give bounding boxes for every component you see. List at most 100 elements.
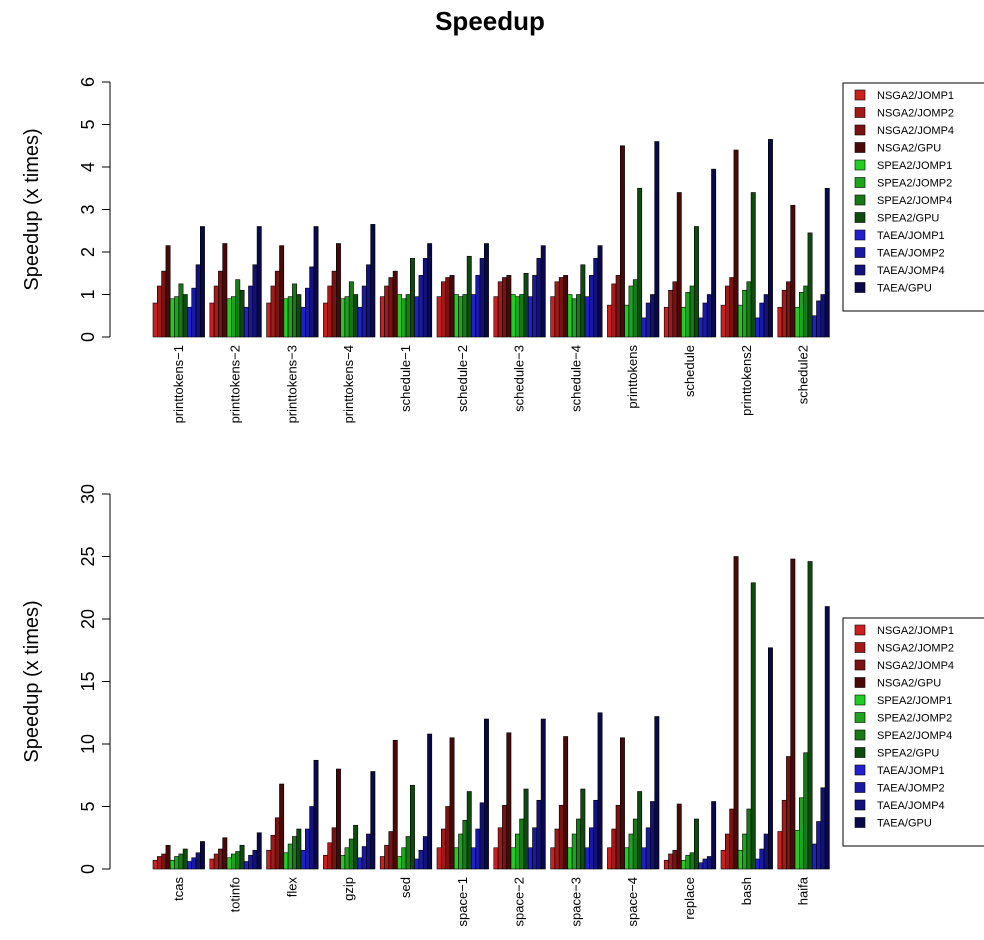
bar <box>304 828 310 870</box>
bar <box>248 854 254 870</box>
bar <box>165 245 171 338</box>
x-category-label: space−3 <box>568 877 583 927</box>
bar <box>414 858 420 870</box>
legend-swatch <box>854 659 866 671</box>
bar <box>824 606 830 870</box>
bar <box>379 296 385 338</box>
bar <box>584 847 590 870</box>
x-category-label: printtokens−2 <box>228 345 243 423</box>
bar <box>218 848 223 870</box>
legend-entry: SPEA2/GPU <box>877 213 939 225</box>
legend-box <box>842 617 984 847</box>
legend-entry: TAEA/JOMP4 <box>877 265 945 277</box>
bar <box>607 847 613 870</box>
bar <box>763 294 769 338</box>
bar <box>794 306 800 338</box>
bar <box>576 818 582 870</box>
bar <box>440 828 446 870</box>
bar <box>698 317 704 338</box>
bar <box>706 856 712 870</box>
bar <box>353 294 359 338</box>
bar <box>313 759 319 870</box>
legend-entry: TAEA/JOMP1 <box>877 765 945 777</box>
bar <box>348 838 354 870</box>
bar <box>781 289 787 338</box>
y-axis-label: Speedup (x times) <box>21 600 43 762</box>
bar <box>532 827 538 870</box>
bar <box>182 294 188 338</box>
bar <box>681 859 687 870</box>
bar <box>178 283 184 338</box>
bar <box>252 264 258 338</box>
legend-swatch <box>854 107 866 118</box>
bar <box>536 258 542 338</box>
bar <box>231 296 236 338</box>
bar <box>597 245 603 338</box>
legend: NSGA2/JOMP1 NSGA2/JOMP2 NSGA2/JOMP4 NSGA2/G… <box>842 617 984 847</box>
bar <box>720 849 726 870</box>
bar <box>615 804 621 870</box>
bar <box>405 836 411 870</box>
bar <box>563 275 569 338</box>
bar <box>540 245 546 338</box>
legend-entry: NSGA2/JOMP1 <box>877 90 954 102</box>
bar <box>624 847 630 870</box>
legend-entry: TAEA/JOMP2 <box>877 248 945 260</box>
bar <box>571 833 577 870</box>
bar <box>729 277 735 338</box>
bar <box>786 281 792 338</box>
legend-swatch <box>854 624 866 636</box>
bar <box>702 858 708 870</box>
legend-entry: NSGA2/JOMP4 <box>877 125 954 137</box>
bar <box>527 296 533 338</box>
bar <box>628 833 634 870</box>
bar <box>685 854 691 870</box>
bar <box>519 294 525 338</box>
bar <box>720 304 726 338</box>
y-tick-label: 6 <box>78 77 98 87</box>
legend: NSGA2/JOMP1 NSGA2/JOMP2 NSGA2/JOMP4 NSGA2/G… <box>842 82 984 312</box>
bar <box>370 771 376 870</box>
bar <box>340 298 346 338</box>
bar <box>309 806 315 870</box>
bar <box>161 270 167 338</box>
bar <box>248 285 254 338</box>
bar <box>672 849 678 870</box>
bar <box>624 304 630 338</box>
x-category-label: space−4 <box>625 877 640 927</box>
bar <box>409 784 415 870</box>
bar <box>361 846 367 870</box>
bar <box>243 861 249 870</box>
y-tick-label: 0 <box>78 864 98 874</box>
legend-entry: TAEA/JOMP2 <box>877 783 945 795</box>
y-tick-label: 25 <box>78 546 98 566</box>
bar <box>820 294 826 338</box>
bar <box>388 831 394 870</box>
x-category-label: schedule−3 <box>512 345 527 412</box>
x-category-label: space−1 <box>455 877 470 927</box>
bar <box>746 281 752 338</box>
bar <box>222 837 228 870</box>
bar <box>422 836 428 870</box>
bar <box>790 204 796 338</box>
bar <box>798 292 804 338</box>
bar <box>824 187 830 338</box>
bar <box>418 849 424 870</box>
bar <box>152 859 158 870</box>
bar <box>418 275 424 338</box>
bar <box>811 315 817 338</box>
bar <box>550 296 556 338</box>
y-tick-label: 5 <box>78 801 98 811</box>
legend-swatch <box>854 229 866 241</box>
x-category-label: printtokens <box>625 345 640 409</box>
legend-box <box>842 82 984 312</box>
legend-swatch <box>854 264 866 276</box>
bar <box>742 833 748 870</box>
bar <box>187 861 192 870</box>
y-tick-label: 3 <box>78 204 98 214</box>
bar <box>213 285 219 338</box>
bar <box>502 277 507 338</box>
bar <box>323 854 328 870</box>
bar <box>422 258 428 338</box>
bar <box>689 852 695 870</box>
